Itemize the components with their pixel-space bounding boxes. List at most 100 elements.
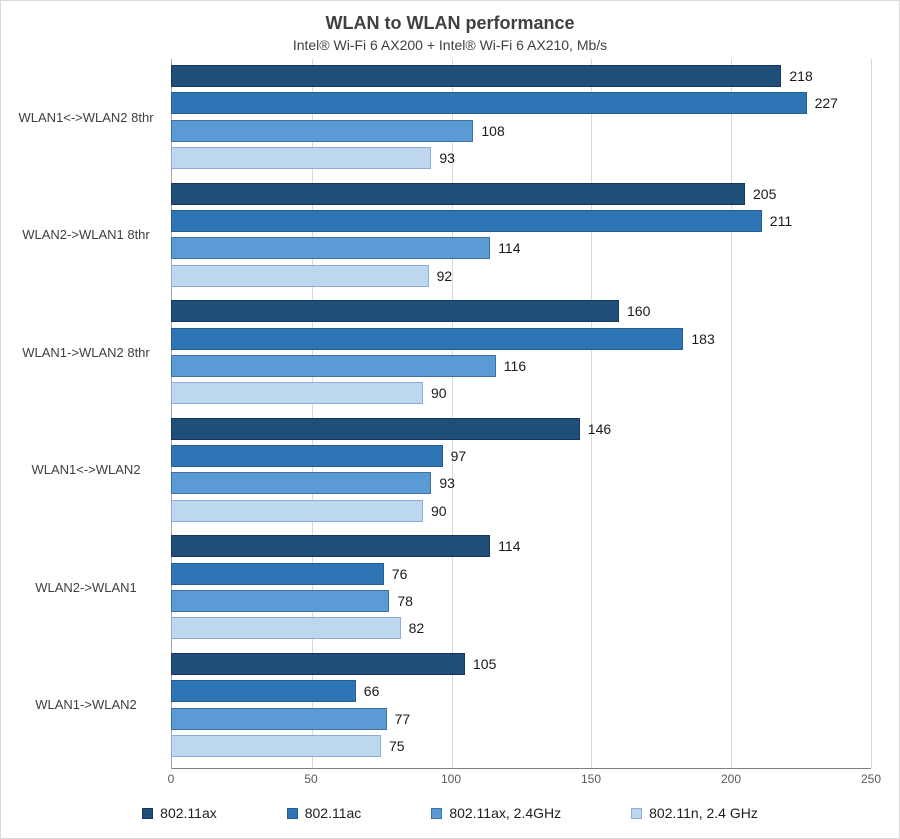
bar-row: 78 (171, 590, 871, 613)
category-label: WLAN2->WLAN1 8thr (22, 227, 150, 243)
category-bars: 114 76 78 82 (171, 535, 871, 640)
category-label: WLAN2->WLAN1 (35, 579, 137, 595)
category-bars: 160 183 116 90 (171, 300, 871, 405)
x-tick-label: 0 (167, 772, 175, 786)
bar (171, 327, 684, 350)
bar (171, 680, 356, 703)
x-tick-label: 150 (580, 772, 602, 786)
legend-item: 802.11ax, 2.4GHz (431, 805, 561, 821)
legend-item: 802.11ac (286, 805, 362, 821)
bar-row: 183 (171, 327, 871, 350)
bar-row: 218 (171, 65, 871, 87)
bar (171, 92, 807, 115)
bar (171, 146, 432, 169)
value-label: 82 (408, 620, 425, 637)
bar-row: 90 (171, 499, 871, 522)
x-tick-label: 200 (720, 772, 742, 786)
value-label: 66 (363, 683, 380, 700)
bar (171, 417, 580, 440)
value-label: 97 (450, 448, 467, 465)
bar-row: 75 (171, 734, 871, 757)
legend-label: 802.11n, 2.4 GHz (649, 805, 758, 821)
bar-row: 114 (171, 237, 871, 260)
bar (171, 445, 443, 468)
chart-subtitle: Intel® Wi-Fi 6 AX200 + Intel® Wi-Fi 6 AX… (292, 37, 608, 53)
chart-title: WLAN to WLAN performance (325, 13, 575, 33)
value-label: 108 (481, 122, 505, 139)
bar-groups: WLAN1<->WLAN2 8thr 218 227 108 93 WLAN2->WLAN… (1, 59, 899, 769)
bar (171, 119, 474, 142)
bar-row: 108 (171, 119, 871, 142)
legend: 802.11ax 802.11ac 802.11ax, 2.4GHz 802.11n,… (1, 805, 899, 821)
x-tick-label: 250 (860, 772, 882, 786)
bar-row: 211 (171, 209, 871, 232)
value-label: 90 (431, 385, 447, 402)
bar-row: 90 (171, 382, 871, 405)
bar (171, 535, 491, 558)
bar (171, 617, 401, 640)
bar (171, 237, 491, 260)
value-label: 227 (814, 95, 838, 112)
value-label: 92 (436, 267, 453, 284)
bar (171, 382, 423, 405)
category-group: WLAN1->WLAN2 105 66 77 75 (1, 652, 899, 757)
bar (171, 300, 619, 323)
bar (171, 562, 384, 585)
legend-label: 802.11ax (160, 805, 217, 821)
category-bars: 205 211 114 92 (171, 182, 871, 287)
value-label: 146 (587, 420, 612, 437)
category-label: WLAN1->WLAN2 (35, 697, 137, 713)
x-tick-label: 50 (304, 772, 318, 786)
bar-row: 66 (171, 680, 871, 703)
legend-label: 802.11ac (304, 805, 362, 821)
gridlines (171, 59, 872, 769)
x-axis-labels: 0 50 100 150 200 250 (167, 769, 881, 787)
legend-swatch (631, 807, 643, 819)
category-bars: 105 66 77 75 (171, 652, 871, 757)
value-label: 218 (789, 68, 813, 84)
legend-swatch (142, 807, 154, 819)
gridline (311, 59, 313, 768)
bar-row: 92 (171, 264, 871, 287)
bar (171, 652, 465, 675)
bar (171, 182, 745, 205)
value-label: 93 (439, 149, 455, 166)
value-label: 76 (391, 565, 408, 582)
bar-row: 93 (171, 472, 871, 495)
bar (171, 499, 423, 522)
category-group: WLAN2->WLAN1 8thr 205 211 114 92 (1, 182, 899, 287)
category-group: WLAN1<->WLAN2 8thr 218 227 108 93 (1, 65, 899, 169)
category-group: WLAN1<->WLAN2 146 97 93 90 (1, 417, 899, 522)
category-bars: 218 227 108 93 (171, 65, 871, 169)
bar (171, 354, 496, 377)
bar-row: 93 (171, 146, 871, 169)
x-tick-label: 100 (440, 772, 462, 786)
bar-row: 114 (171, 535, 871, 558)
plot-region: WLAN1<->WLAN2 8thr 218 227 108 93 WLAN2->WLAN… (1, 59, 899, 769)
category-bars: 146 97 93 90 (171, 417, 871, 522)
bar-row: 77 (171, 707, 871, 730)
category-label: WLAN1<->WLAN2 (31, 462, 141, 478)
value-label: 90 (431, 502, 447, 519)
value-label: 160 (627, 303, 651, 320)
category-group: WLAN1->WLAN2 8thr 160 183 116 90 (1, 300, 899, 405)
bar (171, 472, 432, 495)
value-label: 183 (691, 330, 715, 347)
bar-row: 160 (171, 300, 871, 323)
value-label: 211 (769, 212, 793, 229)
value-label: 78 (397, 593, 413, 610)
bar (171, 590, 390, 613)
legend-item: 802.11ax (142, 805, 217, 821)
bar-row: 82 (171, 617, 871, 640)
bar-row: 105 (171, 652, 871, 675)
value-label: 114 (498, 538, 521, 555)
category-label: WLAN1<->WLAN2 8thr (18, 109, 154, 125)
gridline (591, 59, 593, 768)
value-label: 77 (394, 710, 411, 727)
bar-row: 97 (171, 445, 871, 468)
value-label: 93 (439, 475, 455, 492)
gridline (731, 59, 733, 768)
bar-row: 76 (171, 562, 871, 585)
gridline (451, 59, 453, 768)
